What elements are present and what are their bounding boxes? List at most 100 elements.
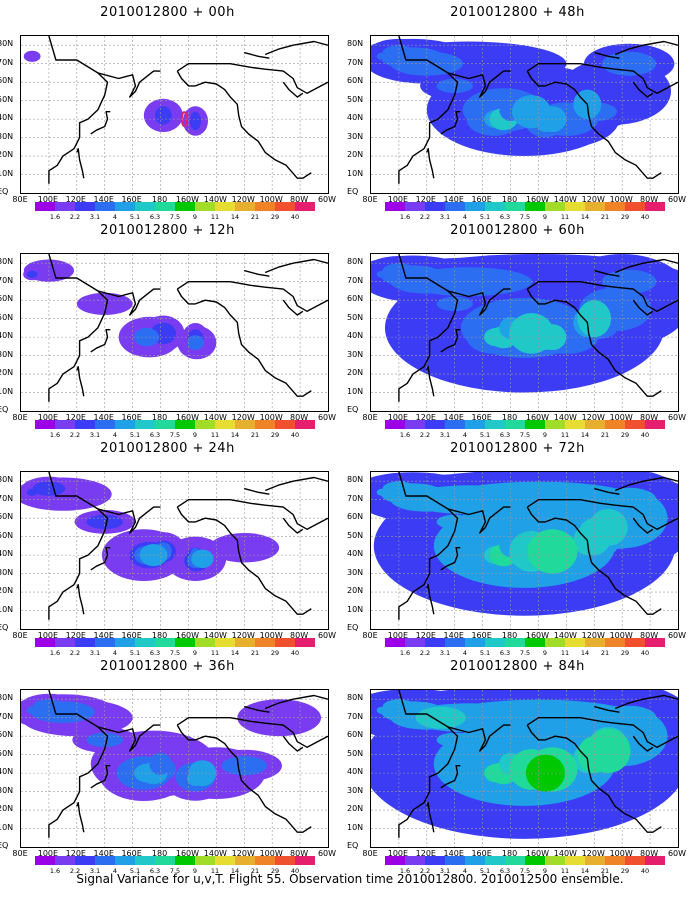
- colorbar: [35, 420, 315, 429]
- longitude-label: 160W: [175, 631, 200, 640]
- coastline: [447, 288, 511, 316]
- latitude-label: 60N: [0, 730, 14, 740]
- colorbar-label: 5.1: [129, 649, 141, 657]
- variance-core: [525, 754, 565, 792]
- variance-map: [371, 254, 678, 411]
- longitude-label: 60W: [317, 195, 337, 204]
- longitude-label: 60W: [667, 849, 687, 858]
- colorbar-label: 6.3: [499, 431, 511, 439]
- colorbar-swatch: [195, 856, 215, 865]
- latitude-label: 10N: [347, 822, 364, 832]
- map-panel: 2010012800 + 12h 80N 70N 60N 50N 40N 30N 20N 10N…: [0, 223, 336, 439]
- longitude-label: 120W: [581, 631, 605, 640]
- colorbar-swatch: [135, 202, 155, 211]
- map-panel: 2010012800 + 72h 80N 70N 60N 50N 40N 30N 20N 10N…: [347, 441, 686, 657]
- coastline: [440, 329, 461, 353]
- longitude-label: 100E: [387, 849, 409, 858]
- longitude-label: 100W: [259, 195, 283, 204]
- longitude-label: 80E: [12, 413, 28, 422]
- colorbar-label: 4: [462, 213, 468, 221]
- colorbar-label: 5.1: [129, 213, 141, 221]
- coastline: [48, 36, 109, 184]
- longitude-label: 180: [501, 413, 518, 422]
- longitude-label: 120W: [581, 195, 605, 204]
- longitude-label: 180: [151, 413, 168, 422]
- colorbar-swatch: [35, 420, 55, 429]
- colorbar-label: 7.5: [519, 649, 531, 657]
- panel-title: 2010012800 + 00h: [100, 5, 235, 20]
- coastline: [48, 472, 109, 620]
- map-panel: 2010012800 + 60h 80N 70N 60N 50N 40N 30N 20N 10N…: [347, 223, 686, 439]
- colorbar-swatch: [525, 420, 545, 429]
- colorbar-label: 21: [600, 649, 610, 657]
- colorbar-label: 29: [620, 213, 630, 221]
- colorbar-label: 9: [192, 431, 198, 439]
- coastline: [526, 724, 662, 833]
- colorbar-swatch: [155, 638, 175, 647]
- latitude-label: 70N: [347, 57, 364, 67]
- coastline: [97, 70, 161, 98]
- longitude-label: 140W: [203, 849, 227, 858]
- coastline: [176, 499, 328, 530]
- colorbar-label: 21: [600, 431, 610, 439]
- colorbar-swatch: [485, 202, 505, 211]
- coastline: [614, 258, 678, 274]
- colorbar-label: 2.2: [419, 649, 431, 657]
- longitude-label: 160W: [525, 195, 550, 204]
- colorbar-swatch: [545, 638, 565, 647]
- latitude-label: 50N: [0, 530, 14, 540]
- colorbar-swatch: [405, 420, 425, 429]
- variance-core: [154, 324, 172, 343]
- colorbar-swatch: [95, 638, 115, 647]
- colorbar-swatch: [605, 420, 625, 429]
- latitude-label: 40N: [0, 767, 14, 777]
- colorbar-swatch: [175, 420, 195, 429]
- coastline: [447, 724, 511, 752]
- colorbar-label: 11: [560, 431, 570, 439]
- colorbar-label: 21: [250, 213, 260, 221]
- longitude-label: 60W: [317, 849, 337, 858]
- colorbar-label: 1.6: [399, 213, 411, 221]
- latitude-label: 30N: [0, 567, 14, 577]
- longitude-label: 160W: [525, 413, 550, 422]
- variance-map: [371, 36, 678, 193]
- map-panel: 2010012800 + 84h 80N 70N 60N 50N 40N 30N 20N 10N…: [347, 659, 687, 875]
- colorbar-label: 14: [230, 213, 240, 221]
- panel-title: 2010012800 + 72h: [450, 441, 585, 456]
- variance-map: [371, 690, 678, 847]
- colorbar-label: 11: [560, 867, 570, 875]
- latitude-label: 50N: [347, 94, 364, 104]
- latitude-label: 40N: [347, 331, 364, 341]
- longitude-label: 160W: [525, 849, 550, 858]
- variance-map: [21, 690, 328, 847]
- colorbar-swatch: [195, 420, 215, 429]
- longitude-label: 140E: [93, 849, 114, 858]
- coastline: [282, 81, 304, 98]
- latitude-label: 50N: [347, 530, 364, 540]
- coastline: [282, 517, 304, 534]
- colorbar-swatch: [525, 638, 545, 647]
- colorbar-label: 9: [542, 431, 548, 439]
- latitude-label: 10N: [347, 604, 364, 614]
- coastline: [76, 366, 85, 397]
- longitude-label: 140W: [203, 413, 227, 422]
- coastline: [526, 499, 678, 530]
- colorbar-label: 29: [270, 649, 280, 657]
- colorbar-label: 11: [560, 213, 570, 221]
- coastline: [526, 281, 678, 312]
- colorbar-swatch: [505, 638, 525, 647]
- longitude-label: 60W: [317, 631, 337, 640]
- latitude-label: 20N: [347, 150, 364, 160]
- latitude-label: 30N: [0, 131, 14, 141]
- colorbar-label: 21: [250, 649, 260, 657]
- colorbar-label: 2.2: [69, 213, 81, 221]
- colorbar-swatch: [75, 856, 95, 865]
- colorbar-swatch: [175, 202, 195, 211]
- latitude-label: 30N: [347, 131, 364, 141]
- coastline: [594, 51, 620, 59]
- colorbar-label: 6.3: [149, 867, 161, 875]
- colorbar-swatch: [585, 638, 605, 647]
- colorbar: [385, 202, 665, 211]
- colorbar-swatch: [275, 420, 295, 429]
- colorbar-label: 29: [270, 431, 280, 439]
